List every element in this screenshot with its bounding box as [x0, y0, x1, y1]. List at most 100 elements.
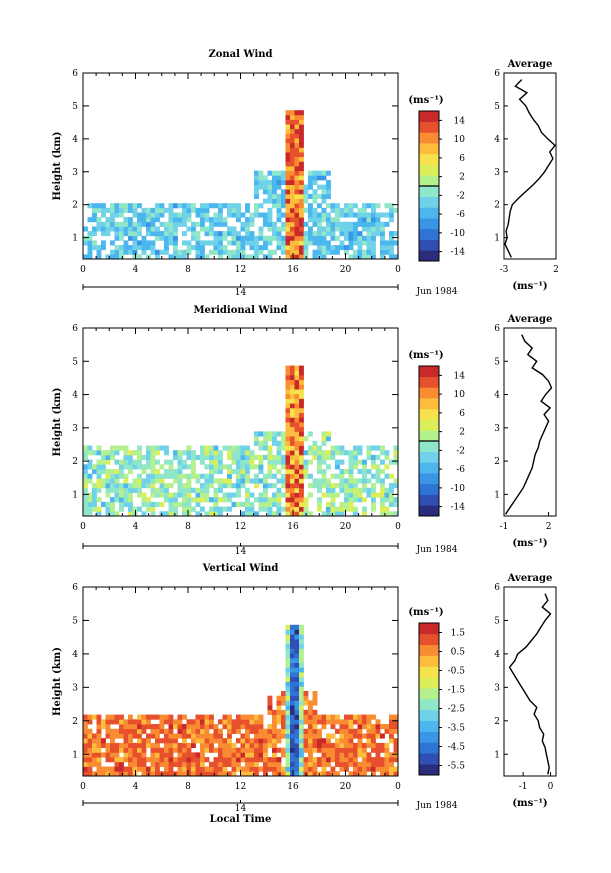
heatmap-cell	[150, 733, 156, 739]
heatmap-cell	[326, 483, 331, 489]
heatmap-cell	[326, 501, 331, 507]
average-y-tick-label: 3	[494, 683, 500, 693]
heatmap-cell	[141, 492, 147, 498]
heatmap-cell	[267, 483, 273, 489]
heatmap-cell	[236, 728, 241, 734]
heatmap-cell	[317, 742, 322, 749]
heatmap-cell	[132, 464, 138, 470]
heatmap-cell	[303, 506, 309, 512]
heatmap-cell	[231, 728, 237, 734]
heatmap-cell	[312, 207, 318, 213]
heatmap-cell	[177, 761, 183, 767]
heatmap-cell	[281, 714, 286, 720]
heatmap-cell	[294, 245, 300, 251]
heatmap-cell	[173, 450, 178, 456]
heatmap-cell	[285, 384, 291, 390]
y-tick-label: 1	[72, 234, 78, 244]
heatmap-cell	[200, 240, 205, 246]
heatmap-cell	[312, 733, 318, 739]
heatmap-cell	[294, 501, 300, 507]
heatmap-cell	[258, 170, 264, 176]
heatmap-cell	[177, 742, 183, 749]
heatmap-cell	[371, 483, 376, 489]
heatmap-cell	[164, 249, 169, 255]
heatmap-cell	[272, 431, 277, 437]
heatmap-cell	[312, 450, 318, 456]
heatmap-cell	[317, 747, 322, 753]
heatmap-cell	[276, 459, 282, 465]
heatmap-cell	[182, 221, 187, 227]
heatmap-cell	[105, 501, 111, 507]
heatmap-cell	[312, 700, 318, 706]
heatmap-cell	[83, 226, 88, 232]
average-title: Average	[507, 59, 553, 70]
heatmap-cell	[285, 142, 291, 148]
heatmap-cell	[110, 478, 115, 484]
heatmap-cell	[105, 752, 111, 758]
heatmap-cell	[168, 752, 174, 758]
heatmap-cell	[123, 203, 129, 209]
heatmap-cell	[101, 240, 106, 246]
heatmap-cell	[137, 203, 142, 209]
heatmap-cell	[294, 147, 300, 153]
heatmap-cell	[110, 473, 115, 479]
heatmap-cell	[177, 714, 183, 720]
heatmap-cell	[344, 487, 349, 493]
heatmap-cell	[101, 459, 106, 465]
heatmap-cell	[209, 771, 214, 777]
heatmap-cell	[294, 212, 300, 218]
heatmap-cell	[308, 170, 313, 176]
average-y-tick-label: 1	[494, 750, 500, 760]
heatmap-cell	[119, 747, 124, 753]
heatmap-cell	[371, 226, 376, 232]
heatmap-cell	[290, 492, 295, 498]
heatmap-cell	[317, 184, 322, 190]
heatmap-cell	[186, 450, 192, 456]
panel-title: Meridional Wind	[193, 305, 287, 316]
average-y-tick-label: 3	[494, 168, 500, 178]
heatmap-cell	[294, 375, 300, 381]
heatmap-cell	[299, 757, 304, 763]
heatmap-cell	[204, 497, 210, 503]
heatmap-cell	[249, 450, 255, 456]
heatmap-cell	[128, 487, 133, 493]
heatmap-cell	[299, 492, 304, 498]
heatmap-cell	[285, 110, 291, 116]
heatmap-cell	[384, 747, 390, 753]
heatmap-cell	[380, 459, 385, 465]
heatmap-cell	[353, 511, 358, 517]
heatmap-cell	[110, 506, 115, 512]
heatmap-cell	[348, 738, 354, 744]
heatmap-cell	[141, 478, 147, 484]
heatmap-cell	[218, 497, 223, 503]
heatmap-cell	[339, 221, 345, 227]
heatmap-cell	[150, 450, 156, 456]
heatmap-cell	[290, 389, 295, 395]
heatmap-cell	[146, 733, 151, 739]
heatmap-cell	[222, 506, 228, 512]
heatmap-cell	[357, 761, 363, 767]
heatmap-cell	[353, 506, 358, 512]
heatmap-cell	[371, 747, 376, 753]
heatmap-cell	[182, 217, 187, 223]
heatmap-cell	[281, 506, 286, 512]
heatmap-cell	[299, 375, 304, 381]
heatmap-cell	[317, 170, 322, 176]
heatmap-cell	[218, 217, 223, 223]
heatmap-cell	[290, 179, 295, 185]
heatmap-cell	[290, 766, 295, 772]
y-tick-label: 2	[72, 717, 78, 727]
heatmap-cell	[231, 757, 237, 763]
heatmap-cell	[132, 459, 138, 465]
heatmap-cell	[83, 483, 88, 489]
heatmap-cell	[123, 459, 129, 465]
heatmap-cell	[200, 752, 205, 758]
average-profile-line	[504, 79, 556, 258]
heatmap-cell	[380, 478, 385, 484]
heatmap-cell	[299, 403, 304, 409]
heatmap-cell	[353, 757, 358, 763]
heatmap-cell	[119, 235, 124, 241]
colorbar-swatch	[419, 720, 439, 732]
heatmap-cell	[299, 681, 304, 687]
heatmap-cell	[294, 179, 300, 185]
